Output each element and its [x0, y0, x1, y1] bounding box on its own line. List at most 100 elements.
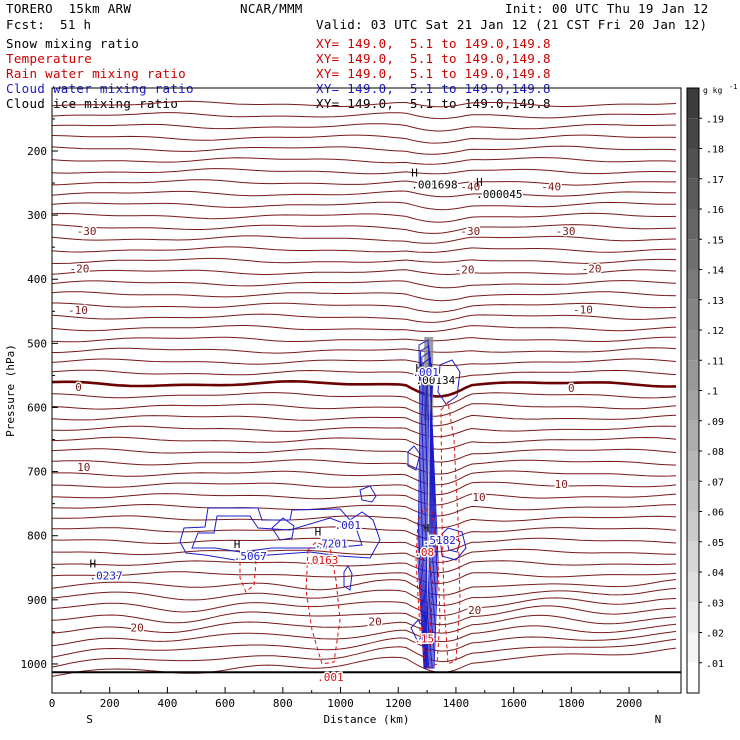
field-rain-label: Rain water mixing ratio: [6, 66, 186, 81]
cloud-water-contour: [407, 445, 421, 471]
colorbar-swatch: [687, 541, 699, 572]
snow-shaded-column: [424, 336, 434, 421]
extremum-value: .7201: [315, 537, 348, 550]
isotherm-line: [51, 269, 677, 276]
center-label: NCAR/MMM: [240, 1, 303, 16]
isotherm-line: [51, 638, 677, 668]
isotherm-line: [51, 235, 677, 244]
colorbar-tick-label: .13: [706, 296, 724, 307]
isotherm-label: -10: [573, 303, 593, 316]
colorbar-swatch: [687, 420, 699, 451]
isotherm-line: [51, 425, 677, 438]
isotherm-line: [51, 560, 677, 574]
isotherm-line: [52, 548, 676, 563]
isotherm-line: [51, 313, 677, 323]
extremum-value: .000045: [476, 188, 522, 201]
cloud-water-contour: [439, 527, 467, 561]
cloud-water-contour: [343, 565, 353, 591]
colorbar-swatch: [687, 632, 699, 663]
x-tick-label: 1800: [558, 697, 585, 710]
y-tick-label: 300: [27, 209, 47, 222]
rain-water-contour: [440, 400, 461, 665]
colorbar-tick-label: .19: [706, 114, 724, 125]
isotherm-line: [51, 537, 677, 553]
x-tick-label: 800: [273, 697, 293, 710]
field-temperature-range: XY= 149.0, 5.1 to 149.0,149.8: [316, 51, 551, 66]
field-rain-range: XY= 149.0, 5.1 to 149.0,149.8: [316, 66, 551, 81]
x-tick-label: 400: [157, 697, 177, 710]
extremum-marker: H: [423, 522, 430, 535]
isotherm-line: [51, 630, 677, 658]
cloud-water-contour: [271, 517, 295, 541]
colorbar-swatch: [687, 118, 699, 149]
extremum-value: .001698: [411, 178, 457, 191]
isotherm-label: -20: [455, 264, 475, 277]
isotherm-line: [51, 201, 676, 211]
colorbar-tick-label: .17: [706, 175, 724, 186]
field-snow-range: XY= 149.0, 5.1 to 149.0,149.8: [316, 36, 551, 51]
isotherm-line: [51, 579, 677, 596]
isotherm-label: 20: [130, 621, 143, 634]
colorbar-tick-label: .18: [706, 145, 724, 156]
isotherm-line: [52, 302, 677, 313]
x-tick-label: 600: [215, 697, 235, 710]
colorbar-swatch: [687, 299, 699, 330]
isotherm-label: -40: [460, 180, 480, 193]
isotherm-line: [51, 224, 677, 234]
isotherm-line: [51, 403, 677, 417]
plot-frame: [51, 87, 682, 694]
colorbar-swatch: [687, 239, 699, 270]
cloud-water-contour: [191, 515, 363, 553]
isotherm-line: [51, 503, 677, 517]
x-axis-label: Distance (km): [323, 713, 409, 726]
y-tick-label: 600: [27, 401, 47, 414]
x-tick-label: 200: [100, 697, 120, 710]
isotherm-line: [51, 123, 676, 132]
x-tick-label: 1400: [443, 697, 470, 710]
field-temperature-label: Temperature: [6, 51, 93, 66]
colorbar-tick-label: .16: [706, 205, 724, 216]
isotherm-line: [51, 448, 677, 463]
isotherm-line: [52, 526, 677, 541]
isotherm-line: [51, 436, 677, 450]
colorbar-tick-label: .1: [706, 387, 718, 398]
colorbar-tick-label: .12: [706, 326, 724, 337]
init-time: Init: 00 UTC Thu 19 Jan 12: [505, 1, 709, 16]
isotherm-label: 20: [468, 604, 481, 617]
isotherm-label: -30: [77, 225, 97, 238]
y-tick-label: 200: [27, 145, 47, 158]
colorbar-swatch: [687, 662, 699, 693]
isotherm-label: -20: [69, 262, 89, 275]
isotherm-line: [51, 588, 677, 607]
x-tick-label: 2000: [616, 697, 643, 710]
isotherm-line: [51, 414, 677, 427]
isotherm-line: [51, 112, 677, 120]
isotherm-line: [51, 134, 677, 144]
zero-isotherm-line: [51, 379, 677, 398]
extremum-marker: H: [411, 166, 418, 179]
cloud-water-contour: [179, 507, 381, 561]
y-axis-label: Pressure (hPa): [4, 344, 17, 437]
colorbar-tick-label: .01: [706, 659, 724, 670]
isotherm-line: [51, 291, 677, 302]
forecast-label: Fcst:: [6, 17, 46, 32]
y-tick-label: 1000: [21, 658, 48, 671]
extremum-value: .5182: [423, 534, 456, 547]
field-value-label: .15: [414, 632, 434, 645]
isotherm-label: 0: [75, 381, 82, 394]
isotherm-line: [51, 168, 677, 175]
colorbar-swatch: [687, 209, 699, 240]
field-snow-label: Snow mixing ratio: [6, 36, 140, 51]
model-title: TORERO 15km ARW: [6, 1, 132, 16]
isotherm-label: -30: [556, 225, 576, 238]
isotherm-line: [52, 515, 677, 529]
isotherm-line: [51, 336, 676, 343]
colorbar-swatch: [687, 481, 699, 512]
isotherm-line: [51, 459, 677, 475]
isotherm-line: [51, 325, 677, 332]
y-tick-label: 700: [27, 466, 47, 479]
rain-water-contour: [305, 541, 341, 665]
extremum-value: .00134: [416, 374, 456, 387]
extremum-marker: H: [90, 557, 97, 570]
